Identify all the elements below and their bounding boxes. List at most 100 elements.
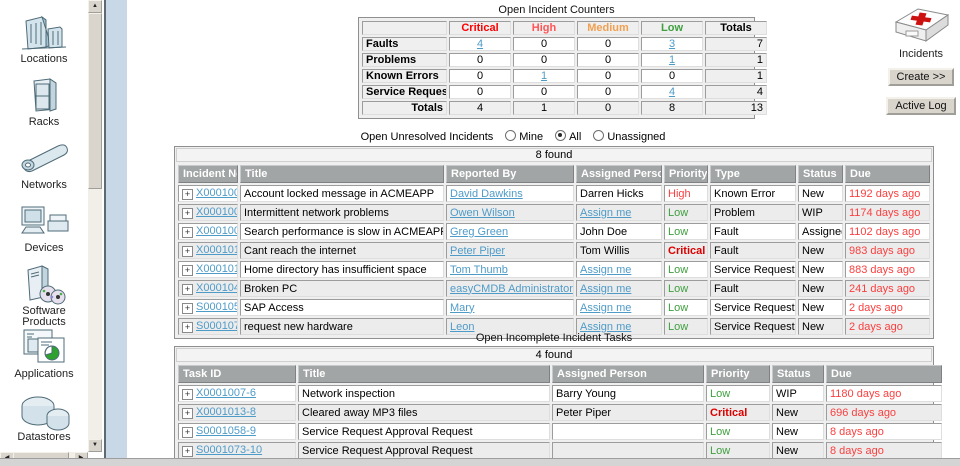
priority-cell: Low — [664, 204, 708, 221]
reported-by-link[interactable]: Mary — [450, 301, 475, 314]
expand-icon[interactable]: + — [182, 446, 193, 457]
sidebar-item-networks[interactable]: Networks — [0, 134, 88, 197]
priority-cell: Low — [664, 299, 708, 316]
assign-me-link[interactable]: Assign me — [580, 282, 632, 295]
software-products-icon — [0, 262, 88, 306]
incident-id-link[interactable]: S0001073 — [196, 320, 237, 332]
expand-icon[interactable]: + — [182, 427, 193, 438]
reported-by-cell: David Dawkins — [446, 185, 574, 202]
counters-totals-value: 0 — [577, 101, 639, 115]
counter-link[interactable]: 4 — [668, 86, 676, 98]
expand-icon[interactable]: + — [182, 389, 193, 400]
sidebar-item-datastores[interactable]: Datastores — [0, 386, 88, 449]
sidebar-item-locations[interactable]: Locations — [0, 8, 88, 71]
table-row: +X0001011Cant reach the internet Peter Pi… — [178, 242, 930, 259]
scroll-down-icon[interactable]: ▼ — [88, 439, 102, 452]
assigned-person-cell: Peter Piper — [552, 404, 704, 421]
reported-by-link[interactable]: easyCMDB Administrator — [450, 282, 573, 295]
counter-link[interactable]: 4 — [476, 38, 484, 50]
task-id-cell: + S0001073-10 — [178, 442, 296, 459]
column-header: Status — [798, 165, 843, 183]
reported-by-link[interactable]: Tom Thumb — [450, 263, 508, 276]
counters-total-cell: 1 — [705, 69, 767, 83]
main-content: Open Incident Counters Critical High Mediu… — [127, 0, 960, 463]
incident-id-cell: +X0001009 — [178, 223, 238, 240]
incident-id-link[interactable]: X0001006 — [196, 187, 237, 199]
assign-me-link[interactable]: Assign me — [580, 263, 632, 276]
counters-value-cell: 0 — [577, 69, 639, 83]
incident-id-link[interactable]: S0001058 — [196, 301, 237, 313]
radio-mine[interactable] — [505, 130, 517, 141]
expand-icon[interactable]: + — [182, 208, 193, 219]
radio-all[interactable] — [555, 130, 567, 141]
reported-by-link[interactable]: David Dawkins — [450, 187, 523, 200]
reported-by-link[interactable]: Leon — [450, 320, 475, 333]
incidents-panel: Incidents Create >> Active Log — [882, 4, 960, 115]
sidebar-vertical-scrollbar[interactable]: ▲ ▼ — [88, 0, 102, 452]
task-id-link[interactable]: S0001073-10 — [196, 444, 263, 456]
reported-by-link[interactable]: Owen Wilson — [450, 206, 515, 219]
locations-icon — [0, 10, 88, 54]
radio-unassigned[interactable] — [593, 130, 605, 141]
incidents-first-aid-icon[interactable] — [890, 4, 952, 47]
task-id-link[interactable]: X0001007-6 — [196, 387, 256, 399]
unresolved-incidents-header: Open Unresolved Incidents Mine All Unassign… — [127, 130, 899, 143]
incident-id-link[interactable]: X0001011 — [196, 244, 237, 256]
task-id-cell: + X0001013-8 — [178, 404, 296, 421]
type-cell: Service Request — [710, 318, 796, 335]
counters-value-cell: 0 — [577, 37, 639, 51]
expand-icon[interactable]: + — [182, 246, 193, 257]
reported-by-cell: Peter Piper — [446, 242, 574, 259]
counters-row: Known Errors 0 1 0 0 1 — [362, 69, 767, 83]
sidebar-item-software-products[interactable]: Software Products — [0, 260, 88, 328]
incident-id-link[interactable]: X0001041 — [196, 282, 237, 294]
task-id-link[interactable]: X0001013-8 — [196, 406, 256, 418]
reported-by-link[interactable]: Greg Green — [450, 225, 509, 238]
sidebar-item-applications[interactable]: Applications — [0, 323, 88, 386]
counters-row-label: Faults — [362, 37, 447, 51]
counter-link[interactable]: 3 — [668, 38, 676, 50]
counters-column-header: Medium — [577, 21, 639, 35]
due-cell: 241 days ago — [845, 280, 930, 297]
counter-link[interactable]: 1 — [540, 70, 548, 82]
status-bar — [0, 458, 960, 466]
incidents-label: Incidents — [898, 48, 944, 60]
vertical-scrollbar-thumb[interactable] — [88, 13, 102, 189]
sidebar-item-devices[interactable]: Devices — [0, 197, 88, 260]
due-cell: 1180 days ago — [826, 385, 942, 402]
assign-me-link[interactable]: Assign me — [580, 301, 632, 314]
task-id-link[interactable]: S0001058-9 — [196, 425, 256, 437]
counters-row-label: Problems — [362, 53, 447, 67]
radio-label-all[interactable]: All — [569, 131, 582, 143]
expand-icon[interactable]: + — [182, 227, 193, 238]
assigned-person-cell: Barry Young — [552, 385, 704, 402]
title-cell: Service Request Approval Request — [298, 423, 550, 440]
counters-totals-value: 4 — [449, 101, 511, 115]
priority-cell: Low — [664, 223, 708, 240]
counters-value-cell: 0 — [513, 85, 575, 99]
reported-by-link[interactable]: Peter Piper — [450, 244, 506, 257]
scroll-up-icon[interactable]: ▲ — [88, 0, 102, 13]
assign-me-link[interactable]: Assign me — [580, 206, 632, 219]
create-button[interactable]: Create >> — [887, 68, 955, 86]
sidebar-item-racks[interactable]: Racks — [0, 71, 88, 134]
counters-row: Service Requests00044 — [362, 85, 767, 99]
radio-label-unassigned[interactable]: Unassigned — [607, 131, 666, 143]
title-cell: Cant reach the internet — [240, 242, 444, 259]
expand-icon[interactable]: + — [182, 189, 193, 200]
column-header: Status — [772, 365, 824, 383]
expand-icon[interactable]: + — [182, 265, 193, 276]
counter-link[interactable]: 1 — [668, 54, 676, 66]
counters-value-cell: 4 — [449, 37, 511, 51]
incident-id-link[interactable]: X0001007 — [196, 206, 237, 218]
assign-me-link[interactable]: Assign me — [580, 320, 632, 333]
radio-label-mine[interactable]: Mine — [519, 131, 544, 143]
expand-icon[interactable]: + — [182, 284, 193, 295]
expand-icon[interactable]: + — [182, 322, 193, 333]
expand-icon[interactable]: + — [182, 303, 193, 314]
incident-id-link[interactable]: X0001009 — [196, 225, 237, 237]
incident-id-link[interactable]: X0001012 — [196, 263, 237, 275]
active-log-button[interactable]: Active Log — [886, 97, 956, 115]
open-unresolved-incidents-table: 8 found Incident No Title Reported By Assig… — [174, 146, 934, 339]
expand-icon[interactable]: + — [182, 408, 193, 419]
